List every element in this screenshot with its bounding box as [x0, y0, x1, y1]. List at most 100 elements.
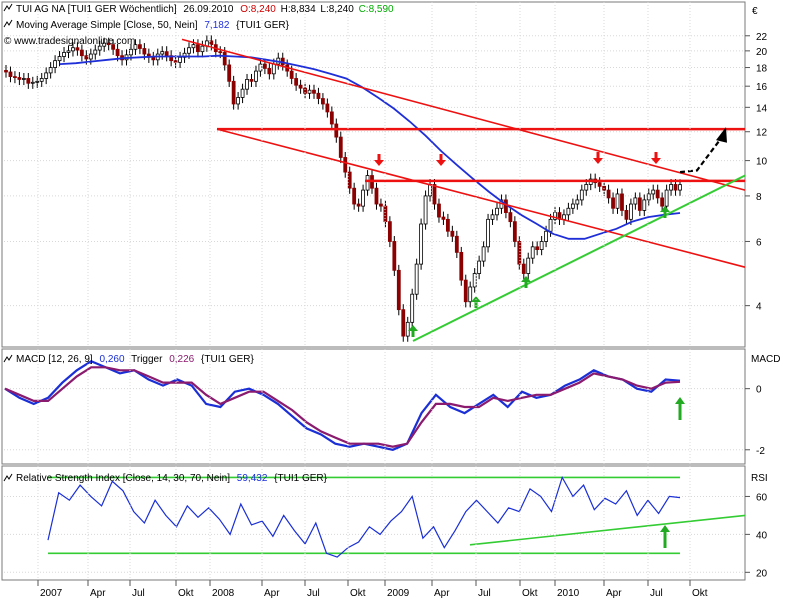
candle-body [490, 214, 495, 220]
candle-body [459, 251, 464, 281]
y-tick-label: 10 [756, 157, 768, 168]
candle-body [312, 89, 316, 94]
candle-body [262, 63, 267, 69]
candle-body [423, 195, 428, 225]
rsi-legend-value: 59,432 [237, 473, 268, 484]
candle-body [526, 257, 531, 274]
svg-text:Relative Strength Index [Close: Relative Strength Index [Close, 14, 30, … [16, 473, 328, 484]
y-tick-label: 8 [756, 192, 762, 203]
candle-body [472, 273, 477, 288]
dashed-arrow-icon [679, 136, 723, 174]
candle-body [374, 187, 379, 205]
candle-body [249, 79, 254, 82]
candle-body [21, 78, 26, 80]
legend-open: O:8,240 [240, 4, 276, 15]
candle-body [102, 42, 107, 47]
candle-body [254, 70, 258, 82]
candle-body [79, 49, 84, 57]
downtrend-upper-line [181, 38, 746, 191]
y-tick-label: 60 [756, 492, 768, 503]
candle-body [347, 171, 352, 189]
macd-grid [4, 388, 745, 451]
x-tick-label: Okt [522, 588, 538, 599]
candle-body [53, 60, 57, 68]
candle-body [267, 68, 272, 75]
trigger-line [4, 366, 681, 448]
y-tick-label: 4 [756, 302, 762, 313]
x-axis: 2007 Apr Jul Okt 2008 Apr Jul Okt 2009 Apr Jul Okt 2… [37, 2, 708, 599]
up-arrow-icon [675, 397, 685, 420]
candle-body [495, 207, 499, 216]
y-tick-label: 22 [756, 32, 768, 43]
candle-body [338, 136, 343, 158]
candle-body [615, 193, 620, 209]
y-tick-label: 20 [756, 47, 768, 58]
candle-body [365, 175, 370, 191]
legend-low: L:8,240 [320, 4, 354, 15]
candle-body [584, 184, 589, 191]
candle-body [432, 184, 437, 205]
candle-body [401, 309, 406, 337]
candle-body [352, 187, 357, 205]
candle-body [486, 218, 490, 248]
candle-body [303, 87, 307, 94]
candle-body [4, 70, 8, 73]
currency-label: € [752, 6, 758, 17]
ma-legend-value: 7,182 [204, 20, 229, 31]
candle-body [597, 182, 602, 187]
down-arrow-icon [593, 152, 603, 164]
candle-body [396, 269, 401, 311]
x-tick-label: Jul [478, 588, 491, 599]
x-tick-label: 2007 [40, 588, 63, 599]
candle-body [419, 223, 424, 265]
candle-body [450, 230, 455, 237]
candle-body [66, 50, 71, 53]
y-tick-label: 20 [756, 568, 768, 579]
price-legend: TUI AG NA [TUI1 GER Wöchentlich] 26.09.2… [3, 3, 394, 15]
down-arrow-icon [374, 154, 384, 166]
candle-body [530, 246, 535, 259]
candle-body [48, 67, 53, 74]
macd-trigger-value: 0,226 [169, 354, 194, 365]
candle-body [673, 184, 678, 191]
candle-body [562, 214, 566, 220]
y-tick-label: 14 [756, 103, 768, 114]
candle-body [392, 241, 397, 271]
candle-body [151, 56, 156, 61]
candle-body [245, 79, 249, 90]
watermark: © www.tradesignalonline.com [4, 36, 135, 47]
candle-body [387, 221, 392, 242]
candle-body [642, 199, 647, 211]
candle-body [164, 51, 169, 57]
candle-body [160, 51, 165, 55]
candle-body [57, 56, 62, 62]
rsi-legend: Relative Strength Index [Close, 14, 30, … [3, 473, 328, 484]
sparkline-icon [3, 19, 13, 28]
x-tick-label: Apr [606, 588, 622, 599]
candle-body [142, 48, 147, 55]
up-arrow-icon [408, 325, 418, 337]
candle-body [191, 44, 196, 49]
candle-body [570, 203, 575, 209]
rsi-support-line [469, 514, 746, 546]
candle-body [414, 263, 419, 295]
svg-text:MACD [12, 26, 9] 0,260: MACD [12, 26, 9] 0,260 Trigger 0,226 {TU… [16, 354, 254, 365]
x-tick-label: Jul [307, 588, 320, 599]
ma-legend-ticker: {TUI1 GER} [236, 20, 289, 31]
candle-body [289, 70, 294, 79]
candle-body [209, 40, 214, 46]
candle-body [428, 184, 432, 197]
candle-body [236, 97, 241, 105]
x-tick-label: Okt [692, 588, 708, 599]
legend-high: H:8,834 [281, 4, 316, 15]
sparkline-icon [3, 354, 13, 363]
macd-legend-label: MACD [12, 26, 9] [16, 354, 93, 365]
candle-body [383, 205, 388, 223]
candle-body [231, 80, 236, 105]
candle-body [35, 80, 40, 83]
candle-body [329, 111, 334, 125]
candle-body [517, 241, 522, 265]
macd-trigger-label: Trigger [131, 354, 163, 365]
candle-body [44, 72, 49, 79]
